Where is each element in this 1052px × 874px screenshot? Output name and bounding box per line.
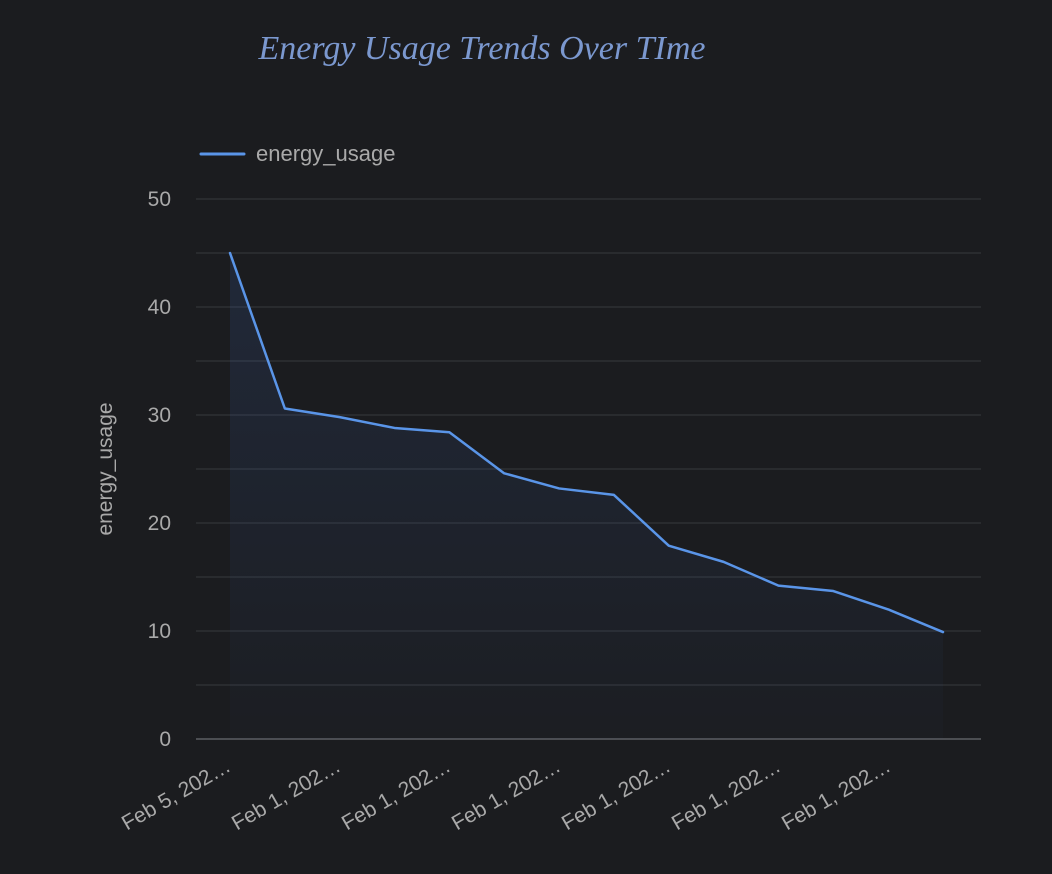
y-axis-ticks: 0 10 20 30 40 50 bbox=[148, 188, 171, 751]
series-line bbox=[228, 251, 945, 634]
data-point[interactable] bbox=[446, 429, 452, 435]
data-point[interactable] bbox=[337, 414, 343, 420]
y-axis-title: energy_usage bbox=[94, 402, 117, 535]
data-point[interactable] bbox=[885, 606, 891, 612]
series-energy-usage bbox=[227, 250, 946, 739]
data-point[interactable] bbox=[611, 492, 617, 498]
x-axis-ticks: Feb 5, 202…Feb 1, 202…Feb 1, 202…Feb 1, … bbox=[118, 754, 895, 835]
y-tick-label: 40 bbox=[148, 296, 171, 319]
data-point[interactable] bbox=[940, 629, 946, 635]
x-tick-label: Feb 1, 202… bbox=[338, 754, 455, 835]
x-tick-label: Feb 1, 202… bbox=[558, 754, 675, 835]
x-tick-label: Feb 1, 202… bbox=[448, 754, 565, 835]
data-point[interactable] bbox=[227, 250, 233, 256]
legend-label: energy_usage bbox=[256, 141, 395, 166]
data-point[interactable] bbox=[666, 543, 672, 549]
x-tick-label: Feb 1, 202… bbox=[228, 754, 345, 835]
y-tick-label: 30 bbox=[148, 404, 171, 427]
legend[interactable]: energy_usage bbox=[199, 141, 395, 166]
data-point[interactable] bbox=[830, 588, 836, 594]
series-area bbox=[230, 253, 943, 739]
x-tick-label: Feb 1, 202… bbox=[778, 754, 895, 835]
y-tick-label: 10 bbox=[148, 620, 171, 643]
data-point[interactable] bbox=[501, 470, 507, 476]
data-point[interactable] bbox=[392, 425, 398, 431]
y-tick-label: 0 bbox=[159, 728, 171, 751]
y-tick-label: 20 bbox=[148, 512, 171, 535]
data-point[interactable] bbox=[556, 485, 562, 491]
data-point[interactable] bbox=[282, 406, 288, 412]
chart-title: Energy Usage Trends Over TIme bbox=[258, 30, 706, 67]
data-point[interactable] bbox=[775, 583, 781, 589]
y-tick-label: 50 bbox=[148, 188, 171, 211]
x-tick-label: Feb 5, 202… bbox=[118, 754, 235, 835]
data-point[interactable] bbox=[721, 559, 727, 565]
x-tick-label: Feb 1, 202… bbox=[668, 754, 785, 835]
